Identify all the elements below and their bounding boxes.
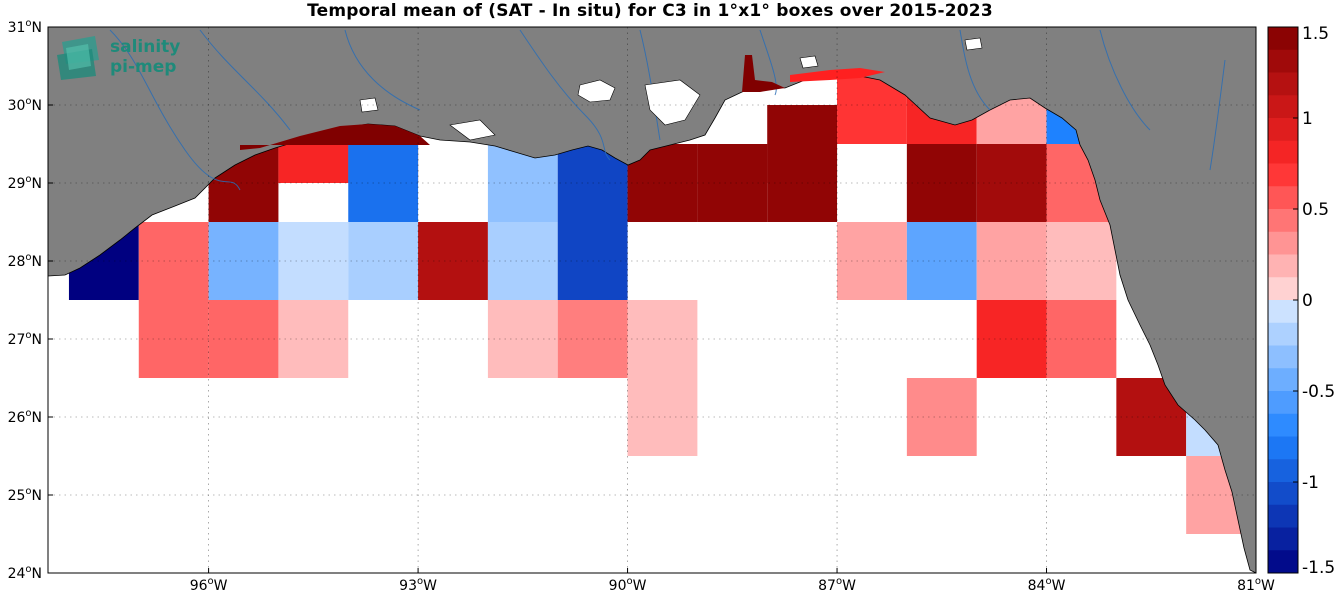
data-cell	[418, 222, 488, 300]
logo-line-1: salinity	[110, 37, 180, 57]
lat-tick-label: 25oN	[8, 486, 42, 504]
lon-tick-label: 90oW	[609, 576, 647, 594]
colorbar-swatch	[1268, 254, 1298, 278]
data-cell	[138, 222, 209, 300]
colorbar-label: -1.5	[1302, 558, 1335, 578]
colorbar-swatch	[1268, 459, 1298, 483]
data-cell	[627, 300, 698, 378]
colorbar-swatch	[1268, 277, 1298, 301]
colorbar-label: -1	[1302, 473, 1319, 493]
colorbar-swatch	[1268, 140, 1298, 164]
graticule	[48, 27, 1256, 573]
colorbar-label: 0	[1302, 291, 1313, 311]
colorbar-swatch	[1268, 413, 1298, 437]
plot-frame	[47, 26, 1257, 574]
colorbar-swatch	[1268, 550, 1298, 574]
latitude-ticks: 24oN 25oN 26oN 27oN 28oN 29oN 30oN 31oN	[8, 18, 53, 582]
lat-tick-label: 26oN	[8, 408, 42, 426]
map-title: Temporal mean of (SAT - In situ) for C3 …	[307, 1, 993, 21]
colorbar-swatch	[1268, 95, 1298, 119]
lon-tick-label: 81oW	[1237, 576, 1275, 594]
data-cell	[487, 222, 558, 300]
colorbar-swatch	[1268, 27, 1298, 51]
lat-tick-label: 30oN	[8, 96, 42, 114]
colorbar-label: 1.5	[1302, 24, 1329, 44]
data-cell	[208, 222, 279, 300]
lon-tick-label: 87oW	[818, 576, 856, 594]
lat-tick-label: 31oN	[8, 18, 42, 36]
data-cell	[697, 144, 768, 222]
colorbar-swatch	[1268, 209, 1298, 233]
colorbar-swatch	[1268, 118, 1298, 142]
colorbar-swatch	[1268, 345, 1298, 369]
data-cell	[208, 300, 279, 378]
coast-strip-mississippi	[742, 55, 785, 92]
colorbar-swatch	[1268, 527, 1298, 551]
data-cell	[348, 222, 419, 300]
lat-tick-label: 29oN	[8, 174, 42, 192]
lon-tick-label: 93oW	[399, 576, 437, 594]
colorbar-swatch	[1268, 504, 1298, 528]
salinity-pimep-logo-icon	[57, 36, 99, 80]
data-cell	[627, 378, 698, 456]
colorbar-label: -0.5	[1302, 382, 1335, 402]
salinity-pimep-logo: salinity pi-mep	[57, 36, 180, 80]
colorbar-swatch	[1268, 163, 1298, 187]
colorbar-swatch	[1268, 72, 1298, 96]
colorbar-swatch	[1268, 436, 1298, 460]
longitude-ticks: 96oW 93oW 90oW 87oW 84oW 81oW	[190, 568, 1275, 594]
data-cell	[1046, 222, 1117, 300]
lat-tick-label: 28oN	[8, 252, 42, 270]
colorbar-swatch	[1268, 186, 1298, 210]
lat-tick-label: 27oN	[8, 330, 42, 348]
rivers	[109, 29, 1226, 191]
colorbar-swatch	[1268, 231, 1298, 255]
lat-tick-label: 24oN	[8, 564, 42, 582]
lon-tick-label: 96oW	[190, 576, 228, 594]
colorbar-label: 0.5	[1302, 200, 1329, 220]
coastal-lakes	[359, 37, 983, 141]
colorbar: 1.5 1 0.5 0 -0.5 -1 -1.5	[1267, 24, 1335, 578]
colorbar-swatch	[1268, 322, 1298, 346]
data-cell	[1046, 300, 1117, 378]
data-cell	[906, 378, 977, 456]
colorbar-swatch	[1268, 391, 1298, 415]
logo-line-2: pi-mep	[110, 57, 176, 77]
colorbar-swatch	[1268, 49, 1298, 73]
colorbar-label: 1	[1302, 109, 1313, 129]
data-cell	[487, 300, 558, 378]
colorbar-swatch	[1268, 300, 1298, 324]
colorbar-swatch	[1268, 368, 1298, 392]
coast-strip-alabama	[790, 68, 885, 82]
lon-tick-label: 84oW	[1028, 576, 1066, 594]
colorbar-swatch	[1268, 482, 1298, 506]
data-cell	[138, 300, 209, 378]
data-cell	[906, 222, 977, 300]
data-cell	[906, 144, 977, 222]
data-cell	[348, 144, 419, 222]
coast-strip-louisiana	[240, 124, 430, 150]
